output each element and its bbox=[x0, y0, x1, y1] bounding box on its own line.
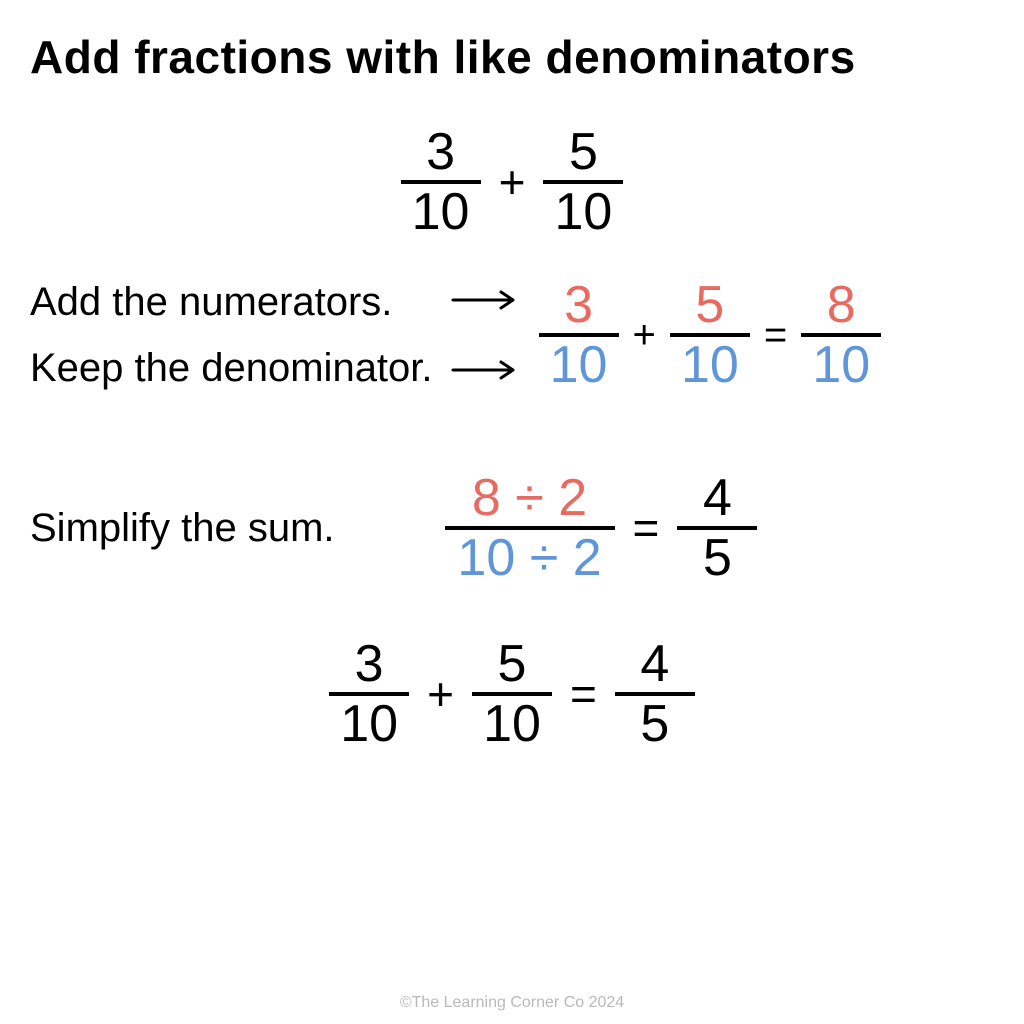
denominator: 5 bbox=[695, 530, 740, 586]
page-title: Add fractions with like denominators bbox=[30, 30, 994, 84]
final-expression: 3 10 + 5 10 = 4 5 bbox=[30, 636, 994, 752]
equals-operator: = bbox=[552, 667, 615, 721]
plus-operator: + bbox=[619, 313, 670, 358]
step-add-keep: Add the numerators. Keep the denominator… bbox=[30, 270, 994, 400]
fraction-step1-result: 8 10 bbox=[801, 277, 881, 393]
numerator: 3 bbox=[556, 277, 601, 333]
step-arrows bbox=[433, 270, 533, 400]
step-labels: Add the numerators. Keep the denominator… bbox=[30, 270, 433, 400]
plus-operator: + bbox=[409, 667, 472, 721]
numerator: 5 bbox=[687, 277, 732, 333]
fraction-final-result: 4 5 bbox=[615, 636, 695, 752]
fraction-simplify-result: 4 5 bbox=[677, 470, 757, 586]
numerator: 5 bbox=[561, 124, 606, 180]
fraction-step1-a: 3 10 bbox=[539, 277, 619, 393]
denominator: 10 bbox=[547, 184, 621, 240]
denominator: 10 bbox=[332, 696, 406, 752]
arrow-icon bbox=[451, 288, 521, 312]
copyright-footer: ©The Learning Corner Co 2024 bbox=[0, 994, 1024, 1012]
plus-operator: + bbox=[481, 155, 544, 209]
fraction-simplify-left: 8 ÷ 2 10 ÷ 2 bbox=[445, 470, 615, 586]
problem-expression: 3 10 + 5 10 bbox=[30, 124, 994, 240]
step-equation: 3 10 + 5 10 = 8 10 bbox=[533, 270, 882, 400]
page: Add fractions with like denominators 3 1… bbox=[0, 0, 1024, 1024]
fraction-final-a: 3 10 bbox=[329, 636, 409, 752]
fraction-problem-left: 3 10 bbox=[401, 124, 481, 240]
numerator: 3 bbox=[418, 124, 463, 180]
numerator: 5 bbox=[490, 636, 535, 692]
arrow-icon bbox=[451, 358, 521, 382]
denominator: 10 bbox=[404, 184, 478, 240]
fraction-step1-b: 5 10 bbox=[670, 277, 750, 393]
equals-operator: = bbox=[615, 501, 678, 555]
fraction-problem-right: 5 10 bbox=[543, 124, 623, 240]
denominator: 10 bbox=[475, 696, 549, 752]
fraction-final-b: 5 10 bbox=[472, 636, 552, 752]
equals-operator: = bbox=[750, 313, 801, 358]
denominator: 10 bbox=[804, 337, 878, 393]
step-simplify: Simplify the sum. 8 ÷ 2 10 ÷ 2 = 4 5 bbox=[30, 470, 994, 586]
label-keep-denominator: Keep the denominator. bbox=[30, 344, 433, 392]
label-add-numerators: Add the numerators. bbox=[30, 278, 433, 326]
denominator: 10 ÷ 2 bbox=[449, 530, 609, 586]
label-simplify: Simplify the sum. bbox=[30, 506, 415, 551]
numerator: 4 bbox=[695, 470, 740, 526]
numerator: 8 bbox=[819, 277, 864, 333]
simplify-equation: 8 ÷ 2 10 ÷ 2 = 4 5 bbox=[445, 470, 758, 586]
numerator: 3 bbox=[347, 636, 392, 692]
numerator: 4 bbox=[632, 636, 677, 692]
numerator: 8 ÷ 2 bbox=[464, 470, 595, 526]
denominator: 5 bbox=[632, 696, 677, 752]
denominator: 10 bbox=[673, 337, 747, 393]
denominator: 10 bbox=[542, 337, 616, 393]
